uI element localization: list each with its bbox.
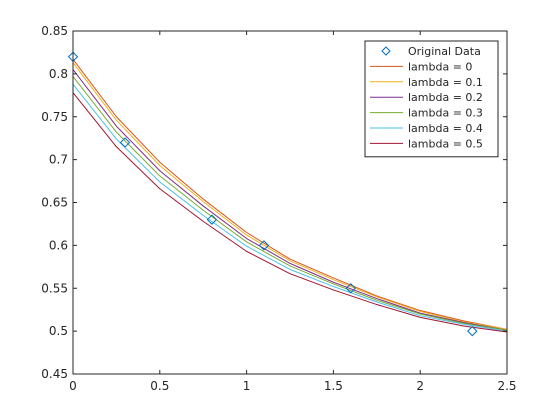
y-tick-label: 0.55 xyxy=(41,281,68,295)
scatter-layer xyxy=(67,51,478,337)
x-tick-label: 0.5 xyxy=(150,379,169,393)
legend-box xyxy=(364,40,499,158)
series-line-1 xyxy=(72,62,508,330)
legend: Original Data lambda = 0 lambda = 0.1 lambd… xyxy=(364,40,499,158)
y-tick-label: 0.45 xyxy=(41,367,68,381)
y-axis-ticks: 0.45 0.5 0.55 0.6 0.65 0.7 0.75 0.8 0.85 xyxy=(41,24,507,381)
x-tick-label: 1 xyxy=(243,379,251,393)
legend-label: lambda = 0.4 xyxy=(408,122,483,135)
legend-label: lambda = 0.2 xyxy=(408,91,483,104)
y-tick-label: 0.85 xyxy=(41,24,68,38)
legend-label: lambda = 0.5 xyxy=(408,137,483,150)
y-tick-label: 0.7 xyxy=(49,153,68,167)
series-line-2 xyxy=(72,69,508,331)
data-point-5 xyxy=(467,325,478,337)
x-tick-label: 2 xyxy=(416,379,424,393)
data-point-2 xyxy=(206,214,218,225)
x-tick-label: 1.5 xyxy=(324,379,343,393)
x-tick-label: 0 xyxy=(69,379,77,393)
y-tick-label: 0.8 xyxy=(49,67,68,81)
x-tick-label: 2.5 xyxy=(497,379,516,393)
y-tick-label: 0.5 xyxy=(49,324,68,338)
y-tick-label: 0.65 xyxy=(41,196,68,210)
legend-label: lambda = 0 xyxy=(408,60,472,73)
legend-label: lambda = 0.1 xyxy=(408,76,483,89)
series-layer xyxy=(72,58,508,333)
y-tick-label: 0.75 xyxy=(41,110,68,124)
y-tick-label: 0.6 xyxy=(49,238,68,252)
x-axis-ticks: 0 0.5 1 1.5 2 2.5 xyxy=(69,31,517,393)
data-point-4 xyxy=(345,283,356,294)
data-point-1 xyxy=(119,137,131,148)
legend-label: lambda = 0.3 xyxy=(408,107,483,120)
series-line-5 xyxy=(72,92,508,333)
legend-marker-original-data xyxy=(381,46,391,56)
series-line-3 xyxy=(72,76,508,331)
series-line-4 xyxy=(72,83,508,332)
series-line-0 xyxy=(72,58,508,330)
data-point-3 xyxy=(258,240,270,251)
legend-label: Original Data xyxy=(408,45,481,58)
